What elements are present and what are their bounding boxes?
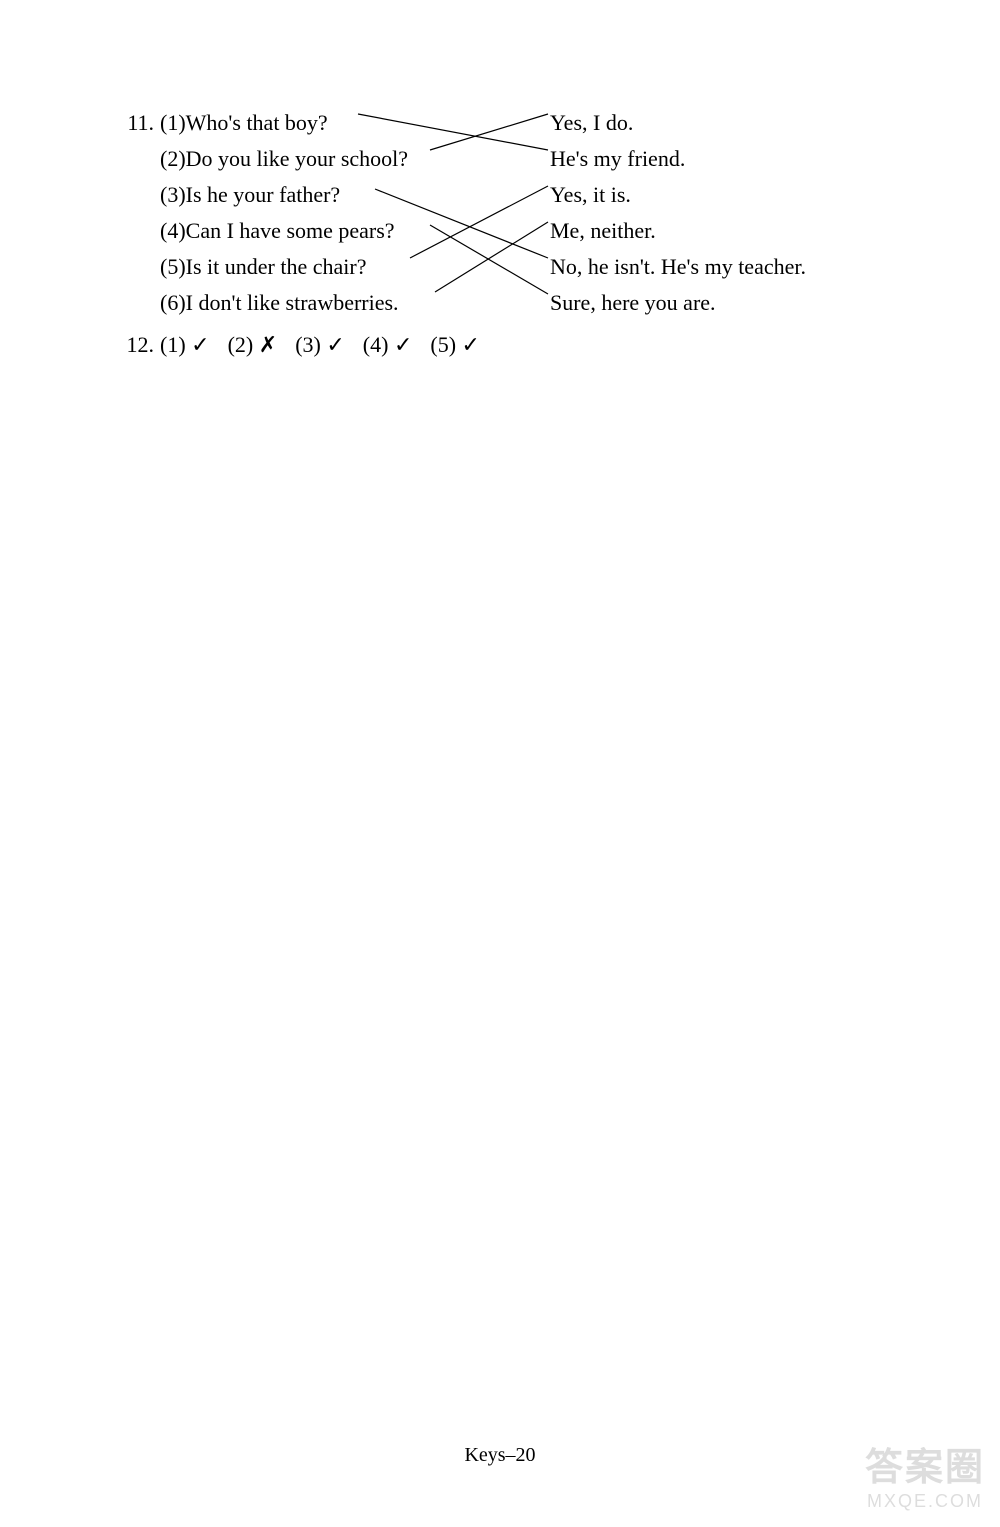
q11-left-row: (3) Is he your father? xyxy=(120,184,340,206)
q12-item: (5) ✓ xyxy=(430,332,480,357)
q12-number: 12. xyxy=(120,332,154,358)
q11-right-text: He's my friend. xyxy=(550,148,685,170)
watermark: 答案圈 MXQE.COM xyxy=(865,1436,985,1512)
q12-item-mark: ✓ xyxy=(326,332,344,357)
q12-item-number: (3) xyxy=(295,332,326,357)
q11-left-row: (6) I don't like strawberries. xyxy=(120,292,399,314)
q11-left-text: Is he your father? xyxy=(186,184,341,206)
q11-right-row: Me, neither. xyxy=(550,220,656,242)
q11-left-text: Who's that boy? xyxy=(186,112,328,134)
q11-right-row: Yes, I do. xyxy=(550,112,633,134)
q11-left-row: (5) Is it under the chair? xyxy=(120,256,366,278)
q12-item: (3) ✓ xyxy=(295,332,345,357)
page-footer: Keys–20 xyxy=(0,1444,1000,1467)
q11-item-number: (4) xyxy=(160,220,186,242)
q11-left-row: (2) Do you like your school? xyxy=(120,148,408,170)
q11-left-row: 11. (1) Who's that boy? xyxy=(120,112,328,134)
q11-right-text: Yes, I do. xyxy=(550,112,633,134)
q11-item-number: (2) xyxy=(160,148,186,170)
q11-number: 11. xyxy=(120,112,154,134)
q12-item-mark: ✓ xyxy=(394,332,412,357)
q11-left-row: (4) Can I have some pears? xyxy=(120,220,395,242)
q11-item-number: (3) xyxy=(160,184,186,206)
q12-item-number: (2) xyxy=(228,332,259,357)
q12-item-number: (4) xyxy=(363,332,394,357)
q12-item-mark: ✓ xyxy=(191,332,209,357)
q11-right-row: Sure, here you are. xyxy=(550,292,716,314)
q11-right-text: Me, neither. xyxy=(550,220,656,242)
q11-item-number: (5) xyxy=(160,256,186,278)
q12-item: (4) ✓ xyxy=(363,332,413,357)
q12-item-mark: ✓ xyxy=(462,332,480,357)
q12-item: (1) ✓ xyxy=(160,332,210,357)
q11-right-text: Yes, it is. xyxy=(550,184,631,206)
q11-left-text: Can I have some pears? xyxy=(186,220,395,242)
q11-right-text: No, he isn't. He's my teacher. xyxy=(550,256,806,278)
watermark-top: 答案圈 xyxy=(865,1436,985,1491)
q12-item-mark: ✗ xyxy=(259,332,277,357)
q12-item: (2) ✗ xyxy=(228,332,278,357)
q11-left-text: Is it under the chair? xyxy=(186,256,367,278)
q12-item-number: (1) xyxy=(160,332,191,357)
q11-right-text: Sure, here you are. xyxy=(550,292,716,314)
q11-right-row: He's my friend. xyxy=(550,148,685,170)
question-12-row: 12. (1) ✓(2) ✗(3) ✓(4) ✓(5) ✓ xyxy=(120,332,498,358)
q11-left-text: I don't like strawberries. xyxy=(186,292,399,314)
q11-right-row: Yes, it is. xyxy=(550,184,631,206)
question-11-matching: 11.(1) Who's that boy?(2) Do you like yo… xyxy=(120,100,880,330)
q12-item-number: (5) xyxy=(430,332,461,357)
q11-left-text: Do you like your school? xyxy=(186,148,408,170)
q11-right-row: No, he isn't. He's my teacher. xyxy=(550,256,806,278)
q11-item-number: (1) xyxy=(160,112,186,134)
watermark-bottom: MXQE.COM xyxy=(865,1491,985,1512)
q11-item-number: (6) xyxy=(160,292,186,314)
